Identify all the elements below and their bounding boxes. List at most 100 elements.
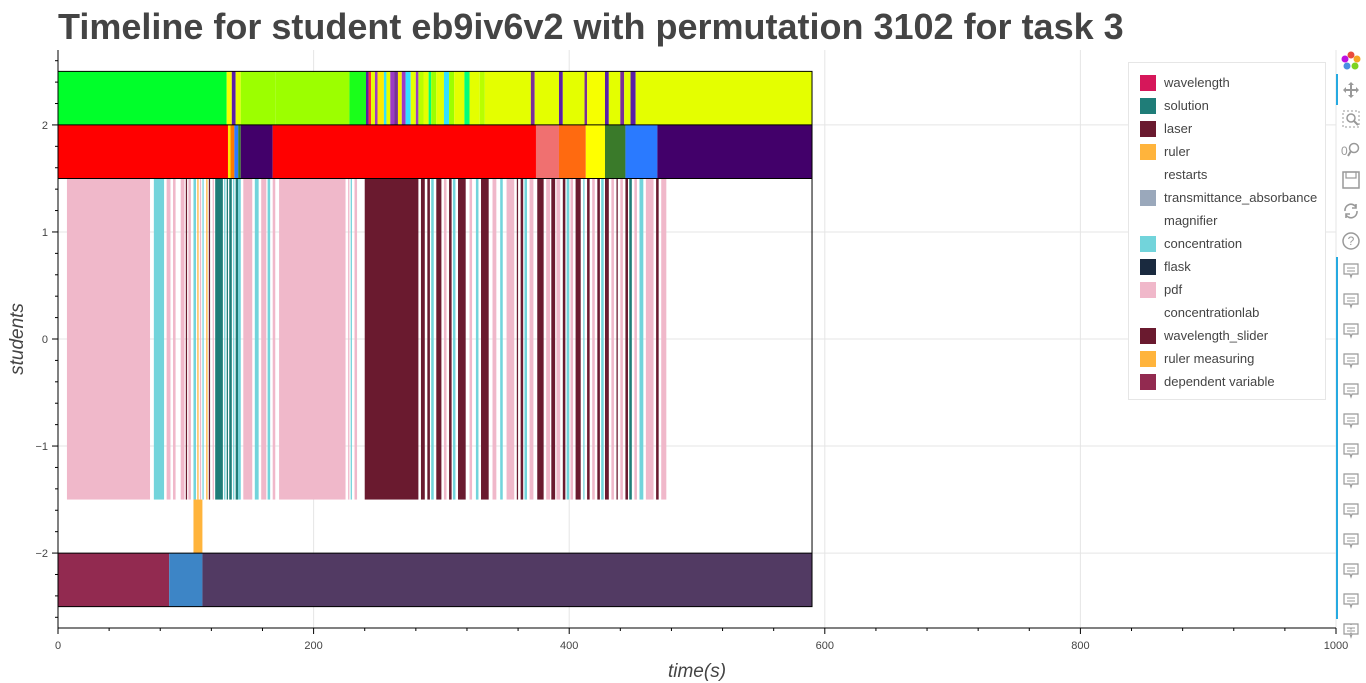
timeline-segment (475, 178, 479, 500)
hover-icon[interactable] (1338, 619, 1364, 643)
timeline-segment (443, 71, 450, 125)
bokeh-logo-icon[interactable] (1338, 49, 1364, 73)
legend-swatch (1140, 212, 1156, 229)
timeline-segment (431, 178, 434, 500)
timeline-segment (516, 178, 519, 500)
more-tools-button[interactable]: ⋮ (1344, 621, 1358, 636)
timeline-segment (458, 178, 466, 500)
legend-label: ruler measuring (1164, 351, 1255, 366)
timeline-segment (428, 71, 432, 125)
legend-label: wavelength (1164, 75, 1230, 90)
x-tick-label: 200 (304, 640, 322, 652)
timeline-segment (383, 71, 387, 125)
hover-icon[interactable] (1338, 559, 1364, 583)
timeline-segment (206, 178, 208, 500)
timeline-segment (645, 178, 654, 500)
legend-label: wavelength_slider (1164, 328, 1269, 343)
hover-icon[interactable] (1338, 589, 1364, 613)
timeline-segment (556, 178, 561, 500)
legend-item[interactable]: flask (1129, 255, 1325, 278)
legend-item[interactable]: laser (1129, 117, 1325, 140)
timeline-segment (215, 178, 223, 500)
legend-swatch (1140, 304, 1156, 321)
legend-item[interactable]: magnifier (1129, 209, 1325, 232)
hover-icon[interactable] (1338, 319, 1364, 343)
legend-item[interactable]: ruler measuring (1129, 347, 1325, 370)
hover-icon[interactable] (1338, 379, 1364, 403)
timeline-segment (524, 178, 528, 500)
timeline-segment (226, 178, 228, 500)
timeline-segment (401, 71, 406, 125)
timeline-segment (566, 178, 570, 500)
legend-label: pdf (1164, 282, 1183, 297)
legend-swatch (1140, 166, 1156, 183)
x-axis-label: time(s) (668, 661, 726, 682)
timeline-segment (420, 178, 425, 500)
hover-icon[interactable] (1338, 259, 1364, 283)
timeline-segment (212, 178, 214, 500)
timeline-segment (233, 178, 235, 500)
legend-label: laser (1164, 121, 1193, 136)
timeline-segment (231, 71, 236, 125)
timeline-segment (350, 178, 352, 500)
timeline-segment (529, 178, 534, 500)
wheel-zoom-icon[interactable]: 0 (1338, 138, 1364, 162)
timeline-segment (484, 71, 531, 125)
hover-icon[interactable] (1338, 469, 1364, 493)
timeline-segment (562, 178, 566, 500)
hover-icon[interactable] (1338, 529, 1364, 553)
timeline-segment (173, 178, 176, 500)
timeline-segment (410, 71, 416, 125)
timeline-segment (202, 553, 813, 607)
save-icon[interactable] (1338, 168, 1364, 192)
timeline-segment (261, 178, 267, 500)
pan-icon[interactable] (1338, 78, 1364, 102)
legend-swatch (1140, 97, 1156, 114)
timeline-segment (238, 178, 241, 500)
legend-item[interactable]: transmittance_absorbance (1129, 186, 1325, 209)
timeline-segment (535, 124, 559, 179)
legend-item[interactable]: pdf (1129, 278, 1325, 301)
timeline-segment (608, 71, 621, 125)
timeline-segment (199, 178, 202, 500)
timeline-segment (585, 124, 605, 179)
legend-swatch (1140, 189, 1156, 206)
timeline-segment (66, 178, 151, 500)
active-tool-indicator (1336, 74, 1338, 105)
timeline-segment (584, 71, 588, 125)
help-icon[interactable]: ? (1338, 229, 1364, 253)
timeline-segment (449, 178, 452, 500)
legend-item[interactable]: concentration (1129, 232, 1325, 255)
x-tick-label: 600 (816, 640, 834, 652)
reset-icon[interactable] (1338, 199, 1364, 223)
legend-item[interactable]: ruler (1129, 140, 1325, 163)
hover-icon[interactable] (1338, 349, 1364, 373)
timeline-segment (443, 178, 447, 500)
legend-item[interactable]: solution (1129, 94, 1325, 117)
timeline-segment (639, 178, 644, 500)
timeline-segment (386, 71, 391, 125)
timeline-segment (394, 71, 398, 125)
timeline-segment (604, 71, 609, 125)
box-zoom-icon[interactable] (1338, 107, 1364, 131)
timeline-segment (166, 178, 171, 500)
timeline-segment (604, 124, 626, 179)
legend-item[interactable]: wavelength_slider (1129, 324, 1325, 347)
timeline-segment (188, 178, 191, 500)
legend-item[interactable]: concentrationlab (1129, 301, 1325, 324)
hover-icon[interactable] (1338, 289, 1364, 313)
timeline-segment (587, 71, 605, 125)
legend-item[interactable]: dependent variable (1129, 370, 1325, 393)
legend-swatch (1140, 120, 1156, 137)
legend-item[interactable]: restarts (1129, 163, 1325, 186)
legend-item[interactable]: wavelength (1129, 71, 1325, 94)
timeline-segment (630, 71, 636, 125)
legend-swatch (1140, 327, 1156, 344)
hover-icon[interactable] (1338, 439, 1364, 463)
active-tool-indicator (1336, 257, 1338, 619)
hover-icon[interactable] (1338, 409, 1364, 433)
hover-icon[interactable] (1338, 499, 1364, 523)
timeline-segment (427, 178, 430, 500)
timeline-segment (377, 71, 384, 125)
timeline-segment (431, 71, 437, 125)
